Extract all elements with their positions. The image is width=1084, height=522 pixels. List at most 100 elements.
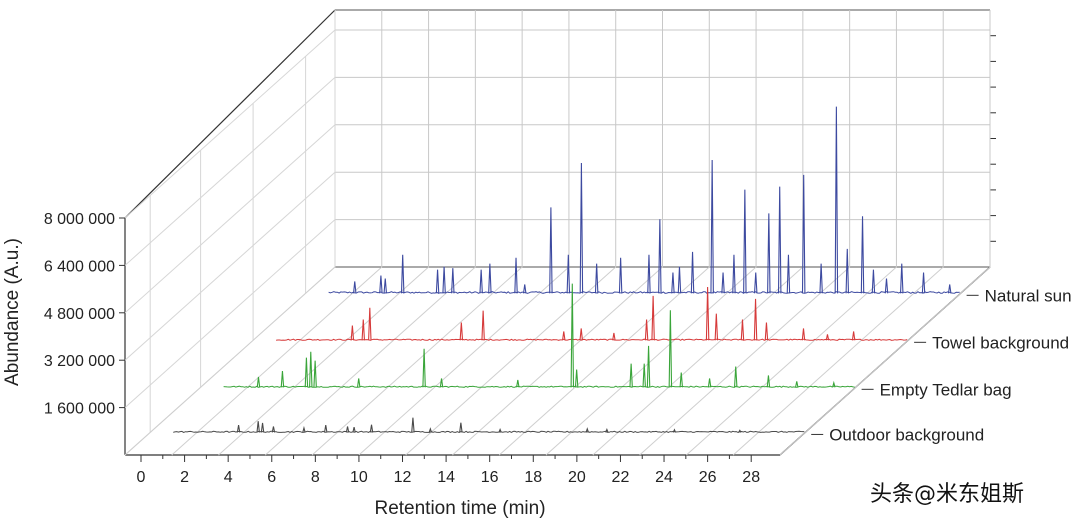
series-peak [740,319,745,341]
series-peak [832,380,836,388]
series-peak [522,284,527,294]
floor-grid-line [779,266,991,456]
series-peak [884,278,889,294]
series-peak [350,325,355,341]
series-layer: Natural sun Towel background Empty Tedlar … [173,106,1072,444]
series-peak [516,379,520,388]
series-peak [562,331,566,341]
series-peak [383,278,388,294]
series-peak [672,428,677,433]
series-peak [594,263,599,294]
series-peak [369,424,374,433]
series-peak [271,426,276,433]
series-peak [819,263,823,294]
series-label: Outdoor background [829,425,984,444]
x-tick-label: 22 [612,469,630,486]
series-peak [777,186,782,294]
y-tick-label: 8 000 000 [44,211,115,228]
series-peak [549,207,553,294]
series-peak [646,345,651,388]
series-peak [679,372,684,388]
floor-grid-line [218,266,429,456]
series-peak [488,263,492,294]
series-peak [439,378,444,388]
series-peak [514,257,518,294]
x-tick-label: 16 [481,469,499,486]
x-tick-label: 4 [224,469,233,486]
series-peak [851,331,856,341]
series-peak [361,319,366,341]
x-tick-label: 10 [350,469,368,486]
series-peak [324,424,328,433]
series-peak [356,378,361,388]
series-peak [825,334,830,341]
series-label: Natural sun [985,286,1072,305]
series-peak [368,307,372,341]
series-peak [801,174,806,294]
series-peak [618,257,623,294]
x-tick-label: 26 [699,469,717,486]
axis-box [124,9,996,456]
series-peak [733,366,738,388]
series-peak [451,268,455,294]
series-peak [651,295,655,341]
floor-grid [124,266,991,456]
side-grid-line [124,77,336,266]
tick-layer: 1 600 000 3 200 000 4 800 000 6 400 000 8 00… [44,211,760,486]
series-peak [422,348,426,388]
series-peak [459,422,463,433]
y-tick-label: 1 600 000 [44,401,115,418]
x-tick-label: 28 [742,469,760,486]
x-tick-label: 14 [437,469,455,486]
series-label: Empty Tedlar bag [880,380,1012,399]
series-peak [612,332,616,341]
series-peak [677,266,682,294]
series-peak [479,269,483,294]
series-peak [671,272,675,294]
series-peak [738,429,742,433]
series-peak [566,254,571,294]
series-peak [353,281,357,294]
series-peak [309,351,313,388]
series-peak [570,283,575,388]
series-peak [710,160,714,294]
series-peak [714,313,719,341]
series-peak [743,189,747,294]
series-peak [801,328,806,341]
x-tick-label: 2 [180,469,189,486]
top-left-edge [124,9,336,219]
x-tick-label: 24 [655,469,673,486]
series-peak [256,376,261,388]
series-baseline [173,430,805,433]
series-peak [707,378,712,388]
series-peak [947,284,952,294]
side-grid-line [124,29,336,219]
series-peak [352,426,356,433]
series-peak [313,360,317,388]
series-peak [764,322,769,341]
watermark-text: 头条@米东姐斯 [870,482,1024,507]
series-baseline [223,385,855,388]
series-peak [304,357,309,388]
series-peak [411,417,415,433]
floor-grid-line [124,266,336,456]
x-tick-label: 20 [568,469,586,486]
series-peak [860,216,865,294]
y-axis-title: Abundance (A.u.) [2,238,23,386]
x-tick-label: 8 [311,469,320,486]
series-peak [579,162,584,294]
series-peak [834,106,839,294]
series-peak [459,322,464,341]
series-label: Towel background [932,333,1069,352]
series-peak [579,328,583,341]
series-peak [442,266,446,294]
series-peak [921,272,926,294]
x-tick-label: 6 [267,469,276,486]
floor-grid-line [592,266,804,456]
series-peak [753,272,758,294]
side-grid-line [124,171,336,361]
series-peak [260,422,265,433]
series-peak [644,319,649,341]
